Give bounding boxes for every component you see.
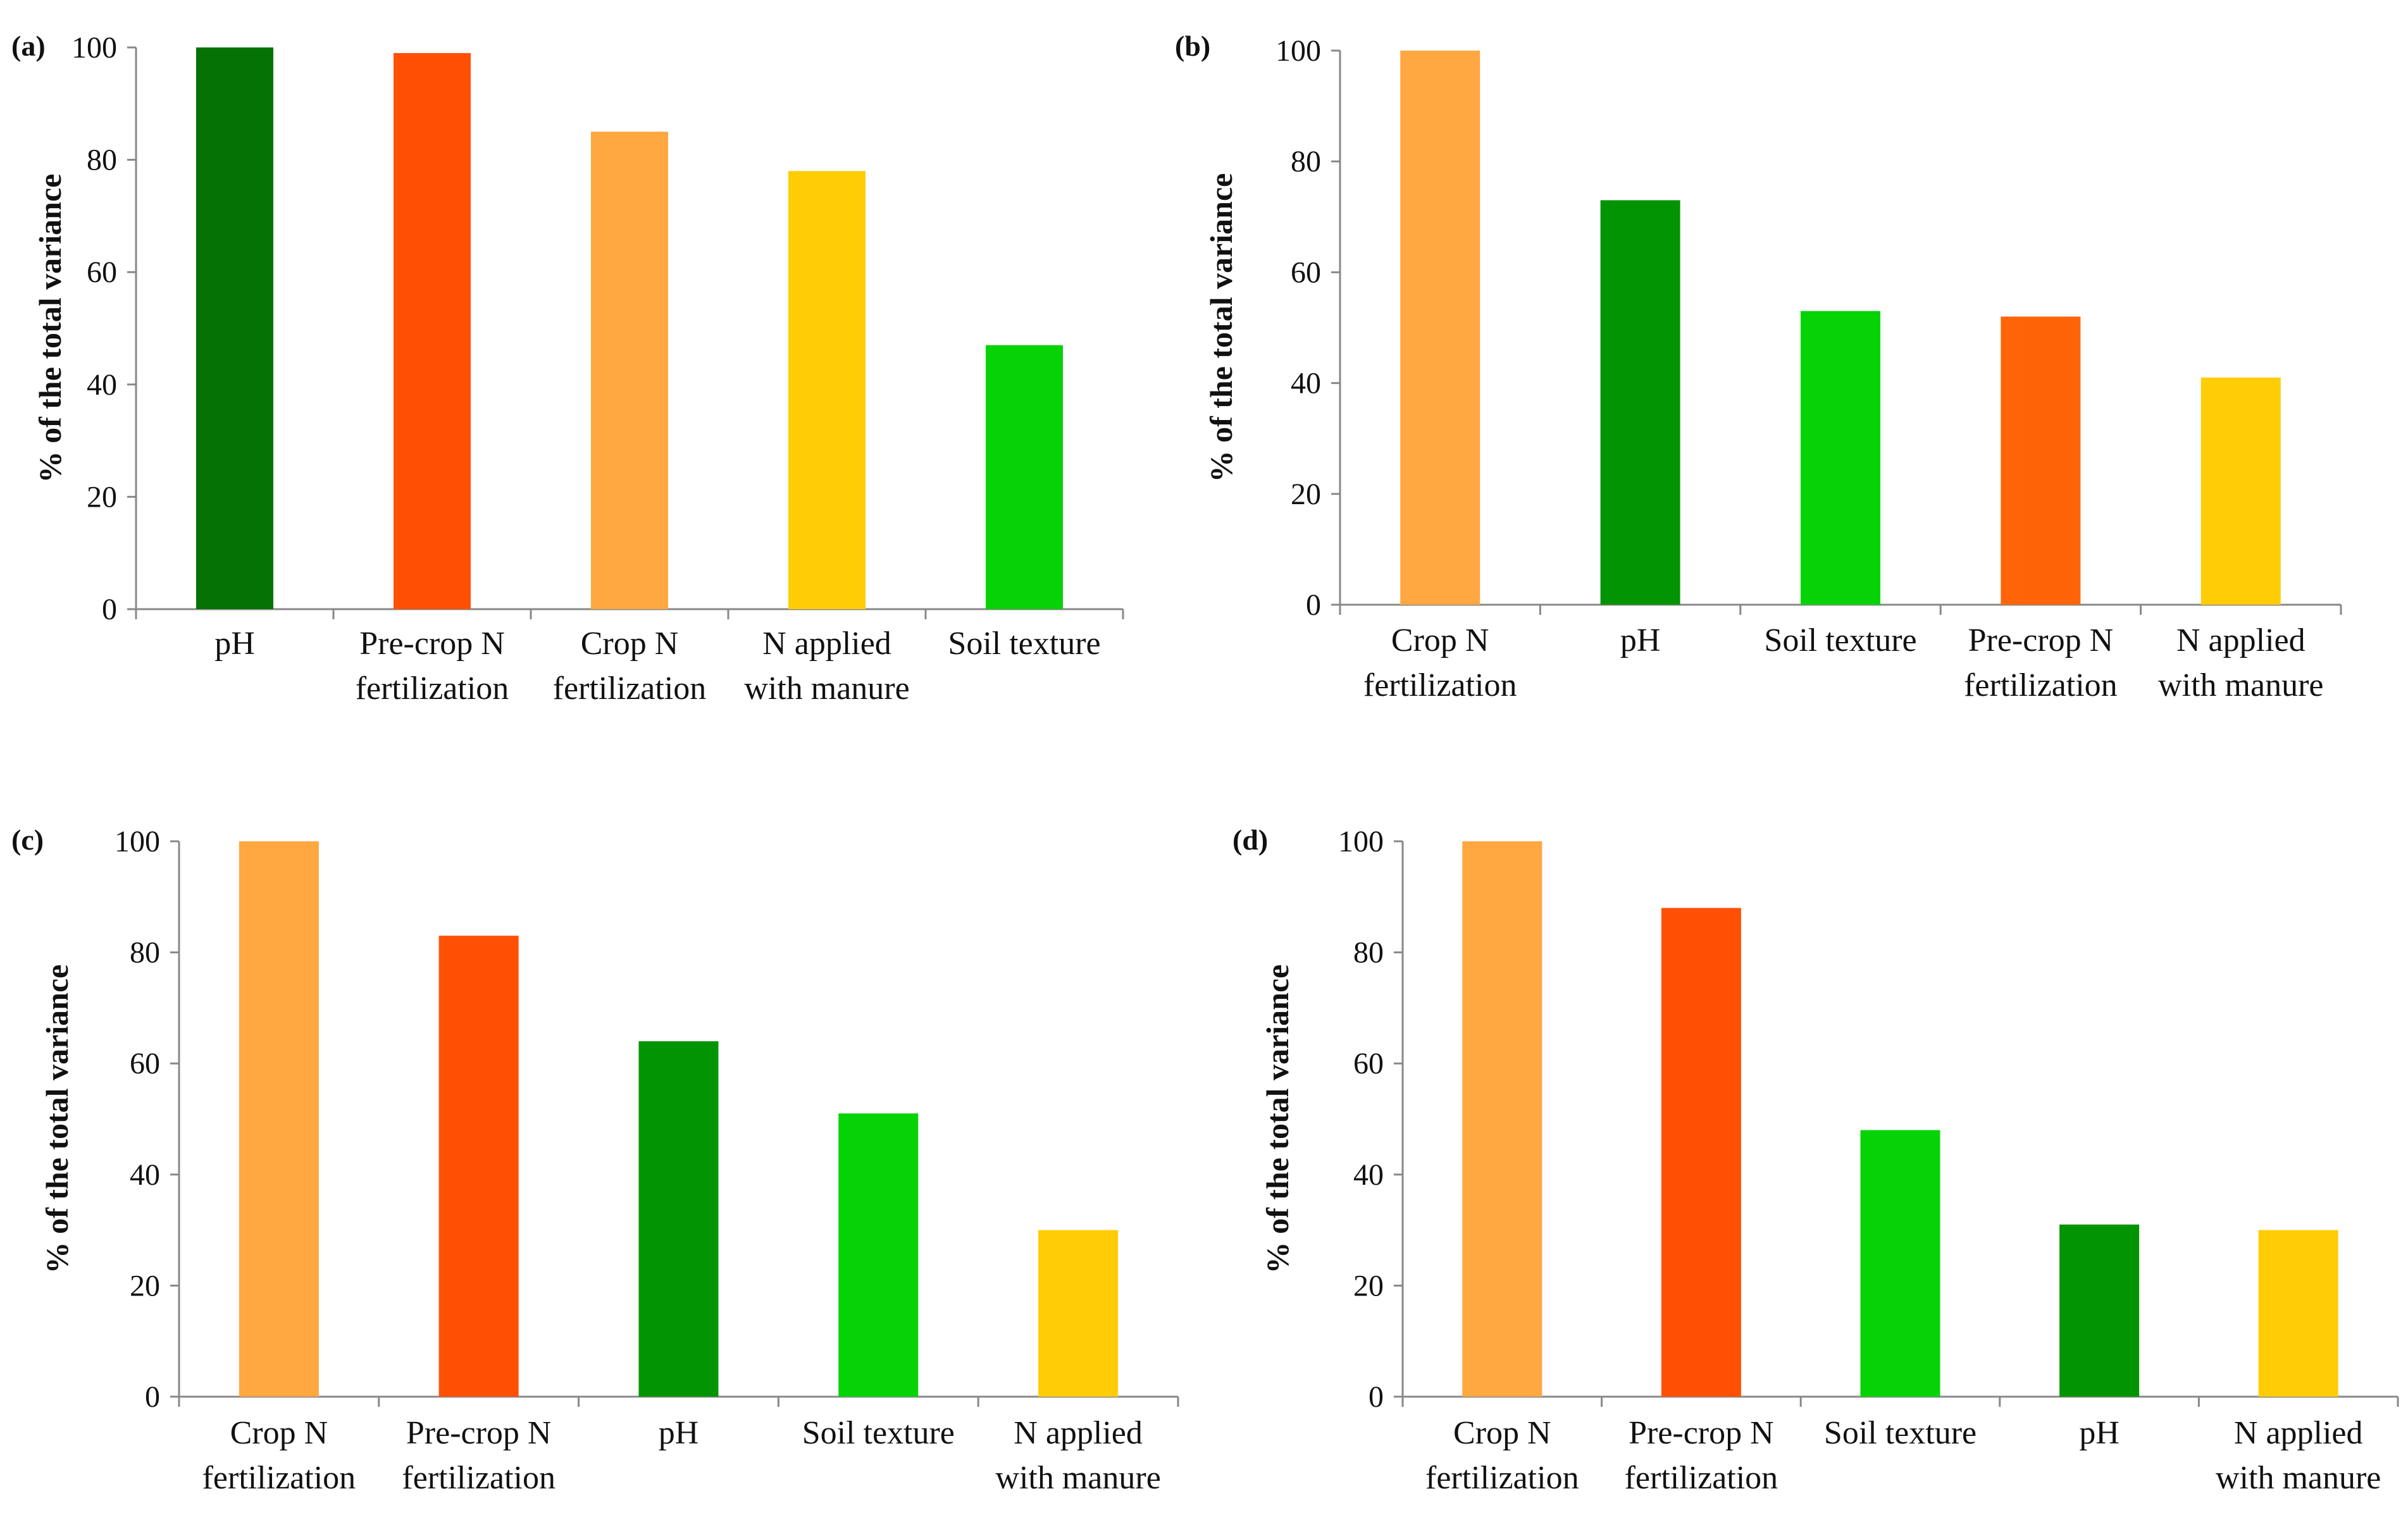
- category-label: Pre-crop N: [1629, 1415, 1774, 1451]
- y-tick-label: 60: [1291, 256, 1321, 289]
- category-label: Soil texture: [948, 626, 1100, 662]
- bar: [239, 841, 319, 1397]
- y-tick-label: 40: [130, 1158, 160, 1192]
- category-label: Crop N: [230, 1415, 328, 1451]
- bar: [986, 345, 1063, 609]
- bar: [1038, 1230, 1119, 1397]
- y-tick-label: 0: [1306, 588, 1321, 622]
- y-tick-label: 80: [1353, 936, 1384, 970]
- category-label: pH: [2079, 1415, 2119, 1451]
- y-tick-label: 0: [1368, 1380, 1384, 1414]
- category-label: Soil texture: [1764, 622, 1916, 658]
- y-axis-title: % of the total variance: [32, 174, 68, 483]
- bar: [1801, 311, 1880, 605]
- y-tick-label: 0: [102, 593, 117, 626]
- category-label: Pre-crop N: [359, 626, 505, 662]
- category-label: fertilization: [1625, 1460, 1778, 1496]
- y-tick-label: 100: [71, 31, 117, 65]
- bar: [838, 1113, 919, 1397]
- y-tick-label: 20: [87, 480, 117, 514]
- y-tick-label: 0: [145, 1380, 160, 1414]
- bar: [394, 53, 471, 609]
- category-label: Pre-crop N: [406, 1415, 552, 1451]
- y-tick-label: 80: [1291, 145, 1321, 178]
- category-label: fertilization: [553, 671, 707, 707]
- category-label: N applied: [1014, 1415, 1143, 1451]
- category-label: pH: [1620, 622, 1661, 658]
- y-tick-label: 80: [130, 936, 160, 970]
- y-axis-title: % of the total variance: [1203, 173, 1239, 483]
- y-tick-label: 60: [87, 256, 117, 289]
- bar: [2258, 1230, 2338, 1397]
- y-tick-label: 100: [115, 825, 160, 858]
- bar: [2001, 316, 2081, 605]
- panel-letter: (a): [11, 30, 46, 62]
- category-label: pH: [659, 1415, 699, 1451]
- bar: [196, 47, 273, 609]
- chart-panel-2: (b) % of the total variance 0 20 40 60 80 100 Cr…: [1175, 30, 2342, 703]
- bar: [1661, 908, 1741, 1397]
- y-tick-label: 20: [1353, 1269, 1384, 1302]
- bar: [1400, 51, 1480, 605]
- chart-panel-3: (c) % of the total variance 0 20 40 60 80 100 Cr…: [11, 824, 1179, 1496]
- y-tick-label: 100: [1338, 825, 1384, 858]
- category-label: fertilization: [402, 1460, 555, 1496]
- category-label: Soil texture: [1824, 1415, 1977, 1451]
- category-label: fertilization: [356, 671, 509, 707]
- category-label: with manure: [2216, 1460, 2381, 1496]
- bar: [591, 132, 668, 609]
- bar: [2059, 1224, 2140, 1397]
- category-label: fertilization: [1363, 667, 1517, 703]
- y-tick-label: 40: [87, 368, 117, 402]
- chart-panel-4: (d) % of the total variance 0 20 40 60 80 100 Cr…: [1232, 824, 2399, 1496]
- category-label: fertilization: [1964, 667, 2118, 703]
- y-axis-title: % of the total variance: [39, 965, 75, 1274]
- panel-letter: (d): [1232, 824, 1268, 856]
- category-label: with manure: [744, 671, 909, 707]
- bar: [2200, 377, 2281, 605]
- category-label: N applied: [762, 626, 891, 662]
- y-axis-title: % of the total variance: [1260, 965, 1295, 1274]
- bar: [1860, 1130, 1940, 1397]
- y-tick-label: 40: [1291, 367, 1321, 400]
- category-label: N applied: [2234, 1415, 2363, 1451]
- category-label: with manure: [2158, 667, 2323, 703]
- bar: [1600, 200, 1680, 605]
- category-label: Crop N: [581, 626, 679, 662]
- y-tick-label: 20: [130, 1269, 160, 1302]
- y-tick-label: 80: [87, 144, 117, 177]
- bar: [788, 171, 866, 609]
- category-label: Pre-crop N: [1968, 622, 2114, 658]
- category-label: Soil texture: [802, 1415, 955, 1451]
- y-tick-label: 20: [1291, 478, 1321, 511]
- chart-panel-1: (a) % of the total variance 0 20 40 60 80 100 pH…: [11, 30, 1124, 707]
- bar: [438, 936, 519, 1397]
- category-label: Crop N: [1391, 622, 1489, 658]
- category-label: fertilization: [202, 1460, 356, 1496]
- panel-letter: (b): [1175, 30, 1210, 62]
- y-tick-label: 100: [1275, 34, 1321, 68]
- category-label: N applied: [2176, 622, 2306, 658]
- category-label: pH: [214, 626, 255, 662]
- category-label: with manure: [995, 1460, 1160, 1496]
- y-tick-label: 40: [1353, 1158, 1384, 1192]
- category-label: fertilization: [1425, 1460, 1579, 1496]
- bar: [1462, 841, 1542, 1397]
- bar: [638, 1041, 719, 1397]
- category-label: Crop N: [1453, 1415, 1551, 1451]
- y-tick-label: 60: [130, 1047, 160, 1080]
- panel-letter: (c): [11, 824, 44, 856]
- y-tick-label: 60: [1353, 1047, 1384, 1080]
